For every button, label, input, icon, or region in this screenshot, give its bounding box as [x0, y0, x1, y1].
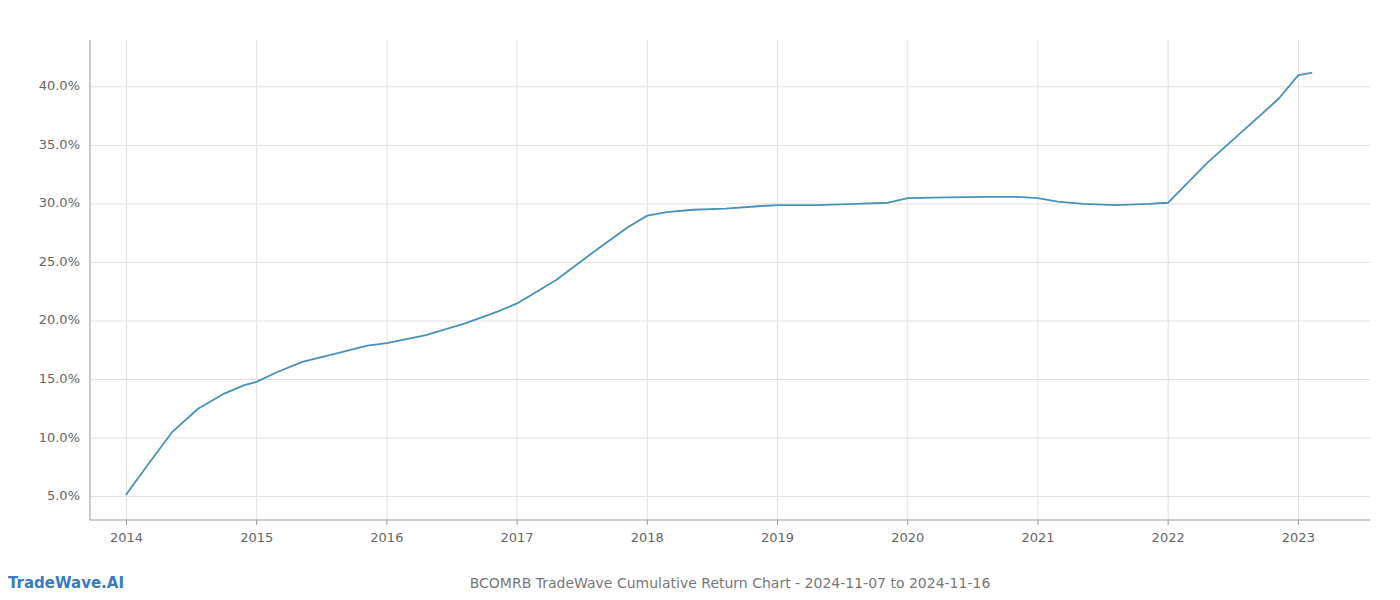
- x-tick-label: 2020: [891, 530, 924, 545]
- title: BCOMRB TradeWave Cumulative Return Chart…: [470, 575, 991, 591]
- x-tick-label: 2018: [631, 530, 664, 545]
- data-area: [126, 73, 1311, 494]
- x-tick: [1168, 520, 1169, 525]
- y-grid-line: [90, 262, 1370, 263]
- y-grid-line: [90, 496, 1370, 497]
- y-tick-label: 15.0%: [39, 371, 80, 386]
- x-tick: [1037, 520, 1038, 525]
- x-tick: [126, 520, 127, 525]
- watermark: TradeWave.AI: [8, 574, 124, 592]
- y-tick-label: 5.0%: [47, 488, 80, 503]
- y-tick-label: 20.0%: [39, 312, 80, 327]
- x-tick: [907, 520, 908, 525]
- line: [126, 73, 1311, 494]
- y-tick-label: 40.0%: [39, 78, 80, 93]
- axes: 5.0% 10.0% 15.0% 20.0% 25.0% 30.0% 35.0% 40.0% 2…: [39, 40, 1370, 545]
- y-grid-line: [90, 203, 1370, 204]
- x-tick: [256, 520, 257, 525]
- x-grid-line: [907, 40, 908, 520]
- y-tick-label: 35.0%: [39, 137, 80, 152]
- y-grid-line: [90, 438, 1370, 439]
- y-tick-label: 30.0%: [39, 195, 80, 210]
- x-tick: [386, 520, 387, 525]
- x-tick-label: 2016: [370, 530, 403, 545]
- grid: [90, 40, 1370, 520]
- chart: 5.0% 10.0% 15.0% 20.0% 25.0% 30.0% 35.0% 40.0% 2…: [0, 0, 1400, 600]
- x-tick-label: 2019: [761, 530, 794, 545]
- x-grid-line: [1298, 40, 1299, 520]
- y-tick-label: 25.0%: [39, 254, 80, 269]
- x-grid-line: [647, 40, 648, 520]
- y-axis-line: [90, 40, 91, 520]
- x-grid-line: [256, 40, 257, 520]
- x-grid-line: [1168, 40, 1169, 520]
- y-grid-line: [90, 379, 1370, 380]
- x-grid-line: [777, 40, 778, 520]
- y-tick-label: 10.0%: [39, 430, 80, 445]
- x-tick-label: 2015: [240, 530, 273, 545]
- x-grid-line: [517, 40, 518, 520]
- x-tick-label: 2017: [501, 530, 534, 545]
- x-grid-line: [386, 40, 387, 520]
- x-tick-label: 2023: [1282, 530, 1315, 545]
- x-tick: [777, 520, 778, 525]
- x-grid-line: [1037, 40, 1038, 520]
- x-tick-label: 2022: [1152, 530, 1185, 545]
- x-tick: [647, 520, 648, 525]
- page: {"chart_data": { "type": "line", "title"…: [0, 0, 1400, 600]
- x-axis-line: [90, 520, 1370, 521]
- x-grid-line: [126, 40, 127, 520]
- y-grid-line: [90, 320, 1370, 321]
- x-tick-label: 2014: [110, 530, 143, 545]
- y-grid-line: [90, 86, 1370, 87]
- x-tick: [1298, 520, 1299, 525]
- x-tick-label: 2021: [1021, 530, 1054, 545]
- y-grid-line: [90, 145, 1370, 146]
- x-tick: [517, 520, 518, 525]
